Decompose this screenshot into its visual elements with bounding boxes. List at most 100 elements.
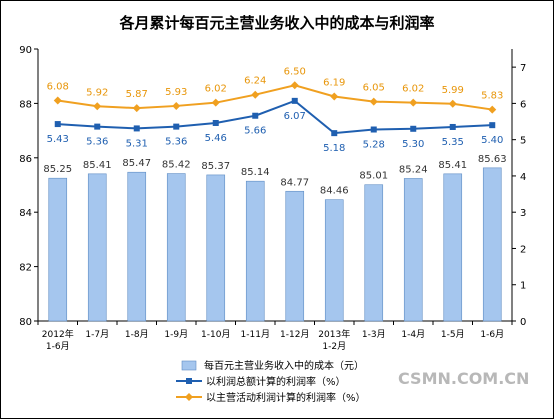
main-activity-data-label: 6.02 [402, 84, 424, 95]
bar [403, 178, 423, 322]
bar [206, 174, 226, 322]
main-activity-data-label: 6.02 [205, 84, 227, 95]
profit-total-data-label: 5.36 [165, 137, 187, 148]
main-activity-point [488, 105, 497, 114]
main-activity-point [330, 92, 339, 101]
legend-main-activity-marker [185, 393, 193, 401]
y-right-tick-label: 7 [520, 63, 526, 74]
x-tick-label: 1-4月 [401, 329, 425, 340]
x-tick-label: 2013年 [318, 328, 350, 340]
profit-total-point [94, 123, 101, 130]
y-right-tick-label: 2 [520, 244, 526, 255]
x-tick-label: 1-6月 [46, 341, 70, 352]
main-activity-point [448, 99, 457, 108]
legend-bar-label: 每百元主营业务收入中的成本（元） [204, 359, 364, 372]
x-tick-label: 1-12月 [280, 329, 309, 340]
x-tick-label: 1-8月 [125, 329, 149, 340]
x-tick-label: 2012年 [42, 328, 74, 340]
x-tick-label: 1-9月 [164, 329, 188, 340]
y-left-tick-label: 90 [19, 45, 32, 56]
x-tick-label: 1-5月 [441, 329, 465, 340]
profit-total-data-label: 5.36 [86, 137, 108, 148]
legend-bar-swatch [181, 360, 197, 371]
y-right-tick-label: 0 [520, 317, 526, 328]
bar [324, 199, 344, 322]
y-left-tick-label: 84 [19, 208, 32, 219]
main-activity-point [172, 101, 181, 110]
profit-total-data-label: 5.66 [244, 126, 266, 137]
profit-total-point [173, 123, 180, 130]
legend-profit-total-marker [186, 378, 192, 384]
profit-total-data-label: 5.30 [402, 139, 424, 150]
bar-data-label: 85.41 [83, 160, 112, 171]
main-activity-data-label: 6.05 [363, 83, 385, 94]
x-tick-label: 1-11月 [241, 329, 270, 340]
main-activity-point [53, 96, 62, 105]
main-activity-point [290, 81, 299, 90]
main-activity-data-label: 6.50 [284, 66, 306, 77]
bar-data-label: 84.46 [320, 186, 349, 197]
profit-total-data-label: 6.07 [284, 111, 306, 122]
main-activity-point [251, 90, 260, 99]
y-right-tick-label: 6 [520, 99, 526, 110]
bar-data-label: 85.25 [43, 164, 72, 175]
x-tick-label: 1-10月 [201, 329, 230, 340]
bar-data-label: 85.47 [122, 158, 151, 169]
y-left-tick-label: 88 [19, 99, 32, 110]
bar-data-label: 85.01 [359, 171, 388, 182]
bar-data-label: 85.14 [241, 167, 270, 178]
profit-total-point [331, 130, 338, 137]
main-activity-data-label: 5.83 [481, 91, 503, 102]
profit-total-point [252, 112, 259, 119]
profit-total-data-label: 5.35 [442, 137, 464, 148]
x-tick-label: 1-6月 [480, 329, 504, 340]
bar [166, 173, 186, 322]
profit-total-data-label: 5.43 [47, 134, 69, 145]
bar [285, 190, 305, 322]
main-activity-data-label: 6.08 [47, 81, 69, 92]
main-activity-data-label: 6.24 [244, 76, 266, 87]
bar [245, 180, 265, 322]
chart-title: 各月累计每百元主营业务收入中的成本与利润率 [118, 14, 434, 32]
bar [87, 173, 107, 322]
profit-total-data-label: 5.18 [323, 143, 345, 154]
profit-total-point [212, 119, 219, 126]
bar-data-label: 85.24 [399, 164, 428, 175]
profit-total-point [410, 125, 417, 132]
main-activity-point [211, 98, 220, 107]
profit-total-data-label: 5.46 [205, 133, 227, 144]
watermark: CSMN.COM.CN [398, 369, 529, 388]
x-tick-label: 1-2月 [322, 341, 346, 352]
y-right-tick-label: 3 [520, 208, 526, 219]
bar [127, 171, 147, 322]
profit-total-data-label: 5.31 [126, 138, 148, 149]
bar [482, 167, 502, 322]
bar [48, 177, 68, 322]
profit-total-point [449, 123, 456, 130]
bar-data-label: 85.63 [478, 154, 507, 165]
main-activity-data-label: 5.99 [442, 85, 464, 96]
bar-data-label: 84.77 [280, 177, 309, 188]
profit-total-point [370, 126, 377, 133]
profit-total-point [133, 125, 140, 132]
y-left-tick-label: 80 [19, 317, 32, 328]
y-right-tick-label: 1 [520, 281, 526, 292]
main-activity-point [409, 98, 418, 107]
main-activity-point [369, 97, 378, 106]
main-activity-line [57, 84, 493, 111]
bar [443, 173, 463, 322]
bar-data-label: 85.42 [162, 160, 191, 171]
main-activity-data-label: 5.93 [165, 87, 187, 98]
bar-data-label: 85.37 [201, 161, 230, 172]
main-activity-point [93, 102, 102, 111]
bar [364, 184, 384, 322]
y-left-tick-label: 82 [19, 263, 32, 274]
legend-main-activity-label: 以主营活动利润计算的利润率（%） [206, 391, 366, 404]
main-activity-point [132, 104, 141, 113]
main-activity-data-label: 5.87 [126, 89, 148, 100]
profit-total-data-label: 5.28 [363, 140, 385, 151]
x-tick-label: 1-3月 [362, 329, 386, 340]
legend-profit-total-label: 以利润总额计算的利润率（%） [206, 375, 346, 388]
profit-total-line [57, 99, 493, 135]
